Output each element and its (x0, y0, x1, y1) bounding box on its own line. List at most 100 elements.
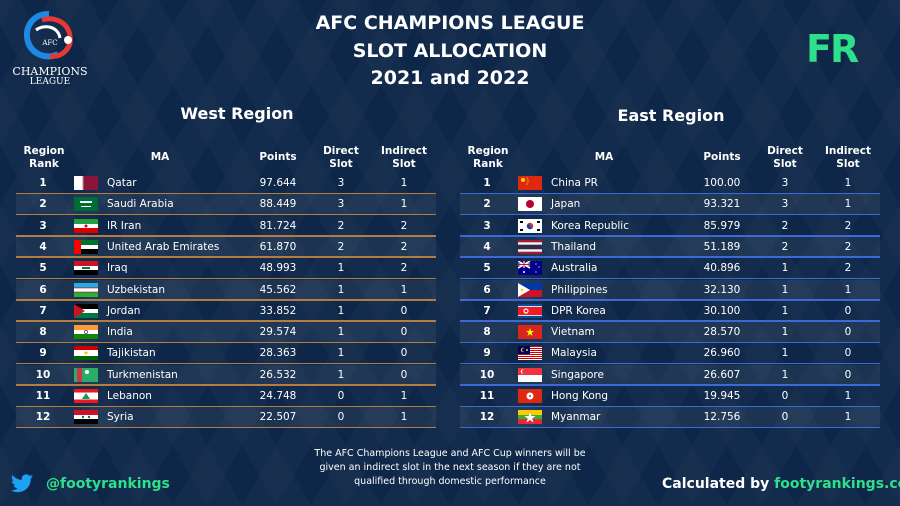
ma-name-cell: IR Iran (107, 219, 142, 232)
points-cell: 40.896 (703, 262, 741, 275)
ma-name-cell: Japan (551, 198, 581, 211)
header-indirect-line2: Slot (392, 158, 416, 170)
table-row: 6 Philippines 32.130 1 1 (460, 279, 880, 301)
east-region-title: East Region (617, 106, 725, 125)
table-row: 5 Iraq 48.993 1 2 (16, 258, 436, 280)
direct-slot-cell: 1 (781, 368, 789, 381)
rank-cell: 12 (35, 411, 51, 424)
rank-cell: 11 (35, 390, 51, 402)
row-divider (460, 213, 880, 216)
indirect-slot-cell: 2 (844, 219, 852, 232)
indirect-slot-cell: 0 (400, 326, 408, 339)
rank-cell: 9 (483, 347, 491, 360)
row-divider (16, 192, 436, 194)
west-region-title: West Region (180, 104, 294, 123)
table-row: 1 China PR 100.00 3 1 (460, 173, 880, 194)
rank-cell: 8 (39, 326, 47, 339)
ma-name-cell: Turkmenistan (107, 368, 178, 381)
row-divider (460, 320, 880, 322)
west-header-direct: Direct Slot (318, 145, 364, 171)
direct-slot-cell: 1 (337, 304, 345, 317)
indirect-slot-cell: 1 (400, 283, 408, 296)
calc-site-link[interactable]: footyrankings.com (774, 476, 900, 492)
indirect-slot-cell: 1 (400, 390, 408, 402)
indirect-slot-cell: 0 (844, 326, 852, 339)
direct-slot-cell: 2 (781, 240, 789, 253)
points-cell: 26.607 (703, 368, 741, 381)
ma-name-cell: Hong Kong (551, 390, 609, 402)
east-header-indirect: Indirect Slot (820, 145, 876, 171)
footnote: The AFC Champions League and AFC Cup win… (300, 447, 600, 489)
ma-name-cell: India (107, 326, 133, 339)
indirect-slot-cell: 0 (400, 347, 408, 360)
jordan-flag (74, 303, 98, 318)
table-row: 7 DPR Korea 30.100 1 0 (460, 301, 880, 322)
footnote-line3: qualified through domestic performance (354, 476, 546, 487)
indirect-slot-cell: 1 (400, 411, 408, 424)
row-divider (460, 405, 880, 407)
table-row: 9 Tajikistan 28.363 1 0 (16, 343, 436, 365)
rank-cell: 4 (483, 240, 491, 253)
direct-slot-cell: 1 (781, 283, 789, 296)
philippines-flag (518, 282, 542, 297)
ma-name-cell: DPR Korea (551, 304, 606, 317)
table-row: 6 Uzbekistan 45.562 1 1 (16, 279, 436, 301)
direct-slot-cell: 3 (337, 177, 345, 189)
iran-flag (74, 218, 98, 233)
iraq-flag (74, 261, 98, 276)
points-cell: 19.945 (703, 390, 741, 402)
rank-cell: 4 (39, 240, 47, 253)
direct-slot-cell: 0 (781, 411, 789, 424)
table-row: 11 Hong Kong 19.945 0 1 (460, 386, 880, 407)
table-row: 12 Myanmar 12.756 0 1 (460, 407, 880, 429)
twitter-handle-link[interactable]: @footyrankings (46, 476, 170, 492)
table-row: 4 United Arab Emirates 61.870 2 2 (16, 236, 436, 258)
direct-slot-cell: 1 (337, 368, 345, 381)
ma-name-cell: Jordan (107, 304, 141, 317)
rank-cell: 2 (39, 198, 47, 211)
points-cell: 28.363 (259, 347, 297, 360)
row-divider (460, 341, 880, 344)
west-header-rank: Region Rank (18, 145, 70, 171)
malaysia-flag (518, 346, 542, 361)
row-divider (460, 277, 880, 280)
header-direct-line2: Slot (773, 158, 797, 170)
indirect-slot-cell: 2 (844, 262, 852, 275)
header-direct-line1: Direct (323, 145, 359, 157)
points-cell: 85.979 (703, 219, 741, 232)
fr-badge-logo: FR (806, 27, 859, 71)
header-rank-line1: Region (23, 145, 65, 157)
header-indirect-line2: Slot (836, 158, 860, 170)
ma-name-cell: Lebanon (107, 390, 152, 402)
rank-cell: 10 (479, 368, 495, 381)
points-cell: 24.748 (259, 390, 297, 402)
direct-slot-cell: 0 (337, 411, 345, 424)
ma-name-cell: Saudi Arabia (107, 198, 174, 211)
table-row: 10 Singapore 26.607 1 0 (460, 364, 880, 386)
row-divider (460, 299, 880, 301)
direct-slot-cell: 2 (781, 219, 789, 232)
points-cell: 30.100 (703, 304, 741, 317)
twitter-bird-icon[interactable] (10, 474, 34, 494)
indirect-slot-cell: 0 (400, 304, 408, 317)
points-cell: 61.870 (259, 240, 297, 253)
indirect-slot-cell: 1 (400, 198, 408, 211)
logo-line2: LEAGUE (29, 77, 71, 87)
footnote-line1: The AFC Champions League and AFC Cup win… (314, 448, 586, 459)
header-indirect-line1: Indirect (380, 145, 428, 157)
myanmar-flag (518, 410, 542, 425)
points-cell: 12.756 (703, 411, 741, 424)
singapore-flag (518, 367, 542, 382)
calc-prefix: Calculated by (662, 476, 770, 492)
row-divider (460, 362, 880, 365)
table-row: 1 Qatar 97.644 3 1 (16, 173, 436, 194)
direct-slot-cell: 0 (781, 390, 789, 402)
rank-cell: 8 (483, 326, 491, 339)
ma-name-cell: Australia (551, 262, 598, 275)
logo-afc-text: AFC (42, 39, 58, 47)
ma-name-cell: Uzbekistan (107, 283, 165, 296)
points-cell: 51.189 (703, 240, 741, 253)
points-cell: 97.644 (259, 177, 297, 189)
china-flag (518, 176, 542, 190)
tajikistan-flag (74, 346, 98, 361)
